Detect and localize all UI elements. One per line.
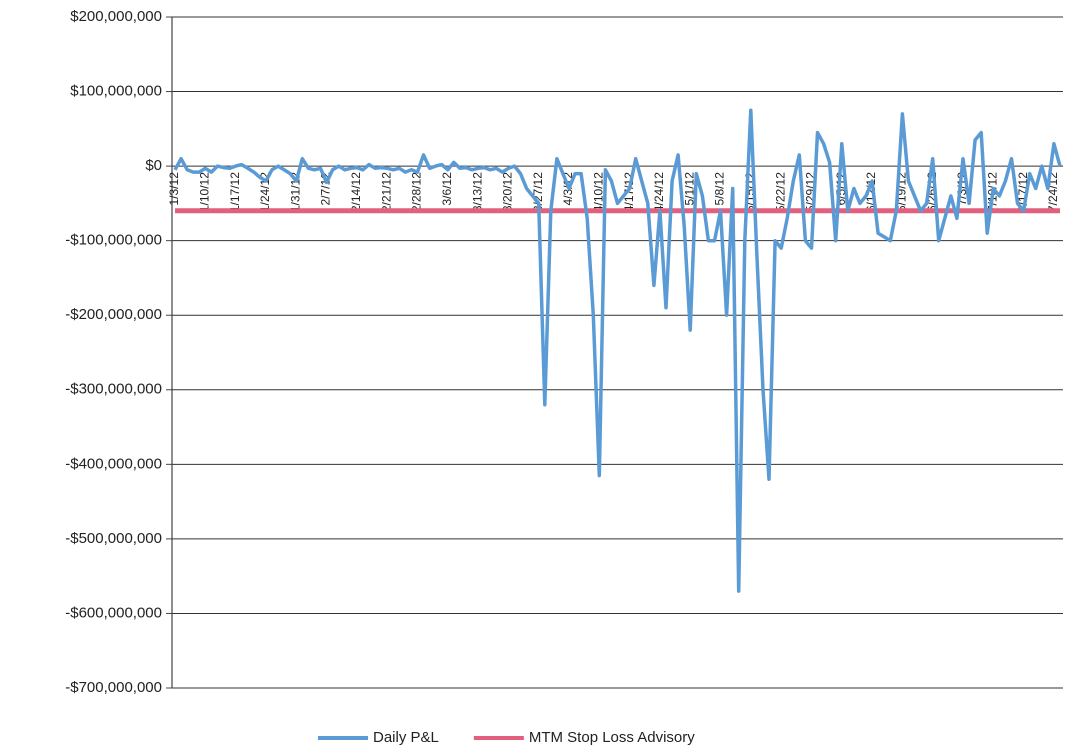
- x-tick-label: 5/22/12: [773, 172, 787, 212]
- legend-label: MTM Stop Loss Advisory: [529, 729, 695, 746]
- x-tick-label: 2/14/12: [349, 172, 363, 212]
- y-tick-label: -$200,000,000: [65, 306, 162, 323]
- y-tick-label: $200,000,000: [70, 8, 162, 25]
- x-tick-label: 4/24/12: [652, 172, 666, 212]
- y-tick-label: -$100,000,000: [65, 232, 162, 249]
- y-tick-label: -$600,000,000: [65, 604, 162, 621]
- x-tick-label: 5/1/12: [682, 172, 696, 206]
- data-line: [173, 108, 1062, 593]
- x-tick-label: 2/21/12: [379, 172, 393, 212]
- x-tick-label: 3/13/12: [470, 172, 484, 212]
- x-tick-label: 5/8/12: [713, 172, 727, 206]
- x-tick-label: 3/6/12: [440, 172, 454, 206]
- x-tick-label: 1/3/12: [167, 172, 181, 206]
- x-tick-label: 1/17/12: [228, 172, 242, 212]
- x-tick-label: 2/28/12: [410, 172, 424, 212]
- y-tick-label: -$300,000,000: [65, 381, 162, 398]
- y-tick-label: -$400,000,000: [65, 455, 162, 472]
- y-tick-label: $100,000,000: [70, 83, 162, 100]
- y-tick-label: -$500,000,000: [65, 530, 162, 547]
- y-tick-label: -$700,000,000: [65, 679, 162, 696]
- x-tick-label: 3/27/12: [531, 172, 545, 212]
- legend-label: Daily P&L: [373, 729, 439, 746]
- x-tick-label: 1/10/12: [198, 172, 212, 212]
- x-tick-label: 1/24/12: [258, 172, 272, 212]
- x-tick-label: 4/10/12: [591, 172, 605, 212]
- x-tick-label: 3/20/12: [501, 172, 515, 212]
- x-tick-label: 1/31/12: [288, 172, 302, 212]
- y-tick-label: $0: [145, 157, 162, 174]
